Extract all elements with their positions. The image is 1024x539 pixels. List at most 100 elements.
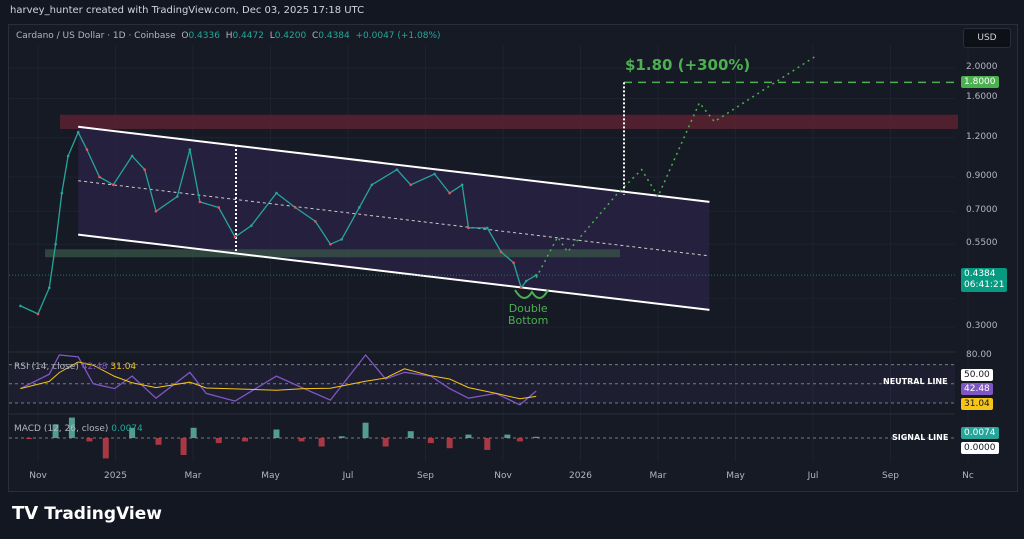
rsi-80-tick: 80.00 bbox=[966, 350, 992, 360]
double-bottom-marker bbox=[514, 289, 549, 299]
time-tick-label: 2026 bbox=[569, 471, 592, 481]
macd-histogram-bar bbox=[484, 438, 491, 450]
price-point bbox=[357, 206, 361, 209]
macd-histogram-bar bbox=[318, 438, 325, 447]
rsi-50-tag: 50.00 bbox=[961, 369, 993, 381]
price-point bbox=[233, 235, 237, 239]
price-point bbox=[217, 206, 221, 209]
last-price-tag: 0.4384 06:41:21 bbox=[961, 268, 1008, 292]
price-point bbox=[534, 273, 538, 277]
time-tick-label: Nov bbox=[29, 471, 47, 481]
price-point bbox=[54, 242, 57, 246]
macd-histogram-bar bbox=[298, 438, 305, 442]
brand-name: TradingView bbox=[44, 503, 162, 524]
macd-histogram-bar bbox=[155, 438, 162, 445]
macd-histogram-bar bbox=[180, 438, 187, 455]
price-point bbox=[188, 148, 192, 151]
rsi-legend: RSI (14, close) 42.48 31.04 bbox=[14, 362, 136, 372]
low-label: L bbox=[269, 31, 275, 41]
macd-histogram-bar bbox=[86, 438, 93, 442]
macd-histogram-bar bbox=[190, 427, 197, 438]
signal-line-label: SIGNAL LINE bbox=[892, 433, 949, 442]
price-point bbox=[460, 183, 464, 187]
rsi-title[interactable]: RSI (14, close) bbox=[14, 362, 79, 372]
high-value: 0.4472 bbox=[232, 31, 264, 41]
price-point bbox=[176, 195, 179, 198]
price-tick-label: 2.0000 bbox=[966, 62, 998, 72]
price-point bbox=[250, 224, 253, 227]
open-value: 0.4336 bbox=[188, 31, 220, 41]
time-tick-label: May bbox=[261, 471, 280, 481]
macd-value: 0.0074 bbox=[111, 424, 143, 434]
channel-fill bbox=[78, 126, 710, 310]
macd-value-tag: 0.0074 bbox=[961, 427, 999, 439]
price-point bbox=[485, 226, 489, 230]
currency-button[interactable]: USD bbox=[963, 28, 1011, 48]
macd-histogram-bar bbox=[242, 438, 249, 442]
price-point bbox=[519, 286, 523, 289]
price-point bbox=[19, 304, 22, 308]
time-tick-label: Nov bbox=[494, 471, 512, 481]
macd-histogram-bar bbox=[516, 438, 523, 442]
macd-histogram-bar bbox=[102, 438, 109, 459]
time-tick-label: May bbox=[726, 471, 745, 481]
price-tick-label: 0.9000 bbox=[966, 170, 998, 181]
rsi-value: 42.48 bbox=[81, 362, 108, 372]
price-point bbox=[112, 183, 115, 187]
channel-midline bbox=[78, 180, 710, 257]
price-tick-label: 0.7000 bbox=[966, 205, 998, 216]
tv-logo-icon: 𝗧𝗩 bbox=[12, 503, 39, 524]
close-label: C bbox=[311, 31, 319, 41]
macd-histogram-bar bbox=[504, 434, 511, 438]
time-tick-label: 2025 bbox=[104, 471, 127, 481]
price-tick-label: 0.5500 bbox=[966, 238, 998, 249]
price-point bbox=[433, 172, 436, 176]
macd-histogram-bar bbox=[68, 417, 75, 438]
price-point bbox=[314, 220, 317, 223]
macd-histogram-bar bbox=[26, 438, 33, 439]
pattern-label-line2: Bottom bbox=[508, 314, 549, 327]
symbol-name[interactable]: Cardano / US Dollar · 1D · Coinbase bbox=[16, 31, 176, 41]
price-point bbox=[370, 183, 374, 187]
price-point bbox=[198, 200, 202, 204]
price-point bbox=[448, 191, 451, 195]
tradingview-logo[interactable]: 𝗧𝗩 TradingView bbox=[12, 503, 162, 524]
time-tick-label: Sep bbox=[417, 471, 434, 481]
rsi-ma-line bbox=[20, 361, 537, 400]
macd-histogram-bar bbox=[446, 438, 453, 449]
price-tick-label: 1.6000 bbox=[966, 92, 998, 103]
price-point bbox=[499, 250, 503, 254]
macd-histogram-bar bbox=[465, 434, 472, 438]
macd-histogram-bar bbox=[52, 424, 59, 438]
macd-title[interactable]: MACD (12, 26, close) bbox=[14, 424, 109, 434]
time-tick-label: Nc bbox=[962, 471, 974, 481]
price-point bbox=[467, 226, 470, 230]
price-point bbox=[36, 312, 40, 316]
high-label: H bbox=[225, 31, 233, 41]
price-point bbox=[98, 175, 101, 179]
open-label: O bbox=[181, 31, 189, 41]
macd-histogram-bar bbox=[382, 438, 389, 447]
time-tick-label: Jul bbox=[807, 471, 819, 481]
symbol-legend: Cardano / US Dollar · 1D · Coinbase O0.4… bbox=[16, 31, 441, 41]
low-value: 0.4200 bbox=[274, 31, 307, 41]
price-tick-label: 0.3000 bbox=[966, 320, 998, 331]
price-point bbox=[340, 238, 344, 241]
time-tick-label: Jul bbox=[342, 471, 354, 481]
price-point bbox=[293, 206, 297, 209]
macd-histogram-bar bbox=[407, 431, 414, 438]
rsi-value-tag: 42.48 bbox=[961, 383, 993, 395]
price-point bbox=[524, 279, 528, 283]
price-tick-label: 1.2000 bbox=[966, 131, 998, 142]
rsi-ma-tag: 31.04 bbox=[961, 398, 993, 410]
price-point bbox=[512, 261, 515, 265]
channel-upper-line bbox=[78, 125, 710, 203]
macd-histogram-bar bbox=[427, 438, 434, 444]
price-point bbox=[395, 168, 399, 171]
close-value: 0.4384 bbox=[318, 31, 350, 41]
price-point bbox=[66, 154, 70, 158]
neutral-line-label: NEUTRAL LINE bbox=[883, 377, 948, 386]
macd-histogram-bar bbox=[533, 436, 540, 438]
